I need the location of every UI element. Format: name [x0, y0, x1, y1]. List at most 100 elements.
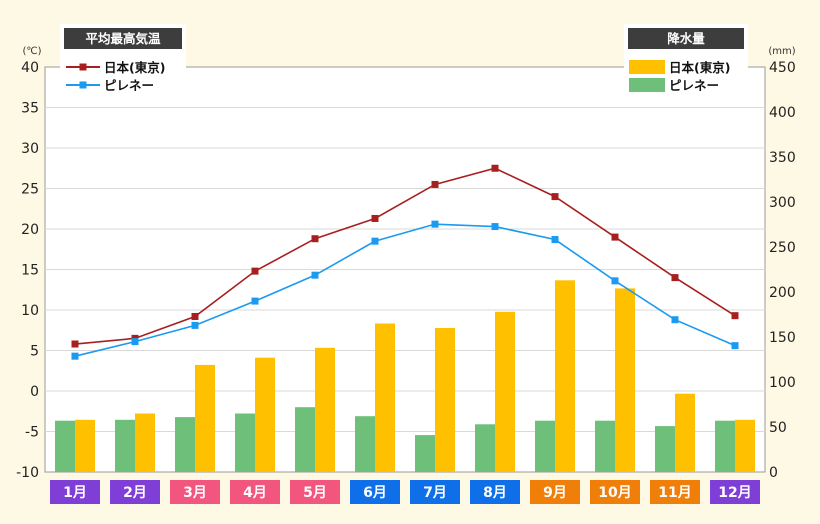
- precipitation-bar: [355, 416, 375, 472]
- month-label: 12月: [718, 485, 751, 501]
- bar-layer: [55, 280, 755, 472]
- left-tick-label: 10: [21, 303, 39, 319]
- precipitation-legend-title: 降水量: [667, 31, 705, 46]
- month-label: 3月: [183, 485, 207, 501]
- temperature-line: [74, 223, 736, 357]
- right-axis-unit: (mm): [768, 46, 795, 57]
- temperature-point: [431, 220, 439, 228]
- temperature-point: [191, 312, 199, 320]
- month-badge: [590, 480, 640, 504]
- temperature-point: [371, 214, 379, 222]
- month-label: 10月: [598, 485, 631, 501]
- month-label: 4月: [243, 485, 267, 501]
- precipitation-bar: [195, 364, 215, 472]
- temperature-legend-label-pyrenees: ピレネー: [104, 78, 154, 93]
- temperature-legend-title-bg: [64, 28, 182, 49]
- temperature-point: [551, 236, 559, 244]
- left-tick-label: 30: [21, 141, 39, 157]
- temperature-legend-label-tokyo: 日本(東京): [104, 60, 165, 75]
- precipitation-legend-label-tokyo: 日本(東京): [669, 60, 730, 75]
- temperature-point: [131, 338, 139, 346]
- right-tick-label: 200: [769, 285, 796, 301]
- month-badge: [230, 480, 280, 504]
- precipitation-bar: [675, 393, 695, 472]
- left-tick-label: -10: [16, 465, 39, 481]
- temperature-point: [311, 271, 319, 279]
- right-tick-label: 150: [769, 330, 796, 346]
- month-badge: [170, 480, 220, 504]
- precipitation-bar: [475, 424, 495, 472]
- month-label: 8月: [483, 485, 507, 501]
- left-tick-label: -5: [25, 425, 39, 441]
- temperature-point: [671, 274, 679, 282]
- temperature-point: [191, 321, 199, 329]
- grid-layer: [45, 107, 765, 432]
- temperature-point: [71, 340, 79, 348]
- month-badge: [710, 480, 760, 504]
- precipitation-legend-title-bg: [628, 28, 744, 49]
- precipitation-bar: [715, 420, 735, 472]
- precipitation-bar: [415, 435, 435, 472]
- temperature-point: [611, 277, 619, 285]
- right-tick-label: 250: [769, 240, 796, 256]
- month-label: 5月: [303, 485, 327, 501]
- left-axis-unit: (℃): [22, 46, 41, 57]
- month-label: 7月: [423, 485, 447, 501]
- month-badge: [410, 480, 460, 504]
- month-label: 9月: [543, 485, 567, 501]
- left-tick-label: 40: [21, 60, 39, 76]
- right-tick-label: 450: [769, 60, 796, 76]
- temperature-point: [431, 180, 439, 188]
- precipitation-bar: [55, 420, 75, 472]
- left-tick-label: 0: [30, 384, 39, 400]
- temperature-point: [731, 342, 739, 350]
- precipitation-legend-label-pyrenees: ピレネー: [669, 78, 719, 93]
- precipitation-bar: [375, 323, 395, 472]
- left-tick-label: 5: [30, 344, 39, 360]
- temperature-point: [71, 352, 79, 360]
- temperature-legend-marker-pyrenees: [79, 81, 87, 89]
- right-tick-label: 300: [769, 195, 796, 211]
- month-badge: [530, 480, 580, 504]
- axis-layer: -10-505101520253035400501001502002503003…: [16, 60, 796, 481]
- left-tick-label: 35: [21, 101, 39, 117]
- month-badge: [650, 480, 700, 504]
- precipitation-legend: 降水量 日本(東京) ピレネー: [624, 24, 748, 99]
- precipitation-bar: [655, 426, 675, 472]
- month-badge: [350, 480, 400, 504]
- temperature-line: [74, 167, 736, 345]
- precipitation-legend-swatch-pyrenees: [629, 78, 665, 92]
- precipitation-bar: [175, 417, 195, 472]
- temperature-point: [371, 237, 379, 245]
- month-badge: [110, 480, 160, 504]
- month-badge: [290, 480, 340, 504]
- temperature-point: [611, 233, 619, 241]
- temperature-point: [251, 267, 259, 275]
- month-label: 11月: [658, 485, 691, 501]
- temperature-point: [671, 316, 679, 324]
- precipitation-bar: [295, 407, 315, 472]
- left-tick-label: 15: [21, 263, 39, 279]
- precipitation-bar: [135, 413, 155, 472]
- right-tick-label: 0: [769, 465, 778, 481]
- precipitation-bar: [255, 357, 275, 472]
- precipitation-bar: [75, 419, 95, 472]
- right-tick-label: 400: [769, 105, 796, 121]
- temperature-point: [491, 223, 499, 231]
- precipitation-bar: [115, 419, 135, 472]
- temperature-point: [491, 164, 499, 172]
- left-tick-label: 25: [21, 182, 39, 198]
- left-tick-label: 20: [21, 222, 39, 238]
- right-tick-label: 350: [769, 150, 796, 166]
- precipitation-bar: [495, 311, 515, 472]
- temperature-point: [251, 297, 259, 305]
- temperature-point: [311, 235, 319, 243]
- month-label: 6月: [363, 485, 387, 501]
- right-tick-label: 50: [769, 420, 787, 436]
- right-tick-label: 100: [769, 375, 796, 391]
- month-badge: [470, 480, 520, 504]
- precipitation-bar: [735, 419, 755, 472]
- temperature-legend-title: 平均最高気温: [85, 31, 161, 46]
- month-badge: [50, 480, 100, 504]
